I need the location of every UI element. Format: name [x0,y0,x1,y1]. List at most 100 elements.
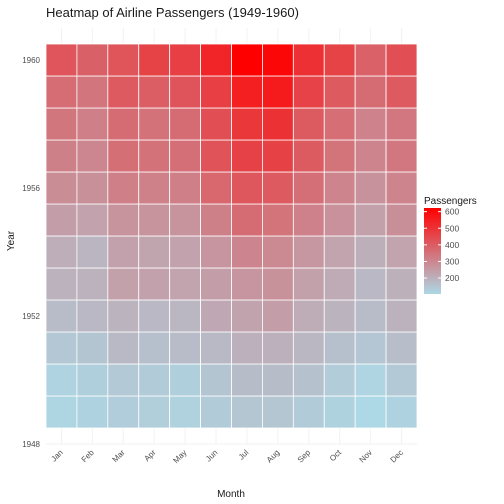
x-tick-label: Nov [358,448,374,464]
heatmap-cell [77,172,108,204]
heatmap-cell [386,300,417,332]
x-tick-label: Dec [389,448,405,464]
heatmap-cell [355,396,386,428]
heatmap-cell [108,364,139,396]
y-tick-label: 1956 [22,184,40,193]
heatmap-cell [262,76,293,108]
heatmap-cell [46,76,77,108]
heatmap-cell [355,44,386,76]
x-tick-label: Jan [49,448,64,463]
heatmap-cell [324,268,355,300]
heatmap-cell [46,268,77,300]
heatmap-cell [355,204,386,236]
heatmap-cell [139,204,170,236]
heatmap-cell [170,140,201,172]
heatmap-cell [324,364,355,396]
y-tick-label: 1952 [22,312,40,321]
y-axis-ticks: 1948 1952 1956 1960 [22,56,40,449]
x-tick-label: Sep [296,448,313,465]
legend-tick-label: 200 [445,273,459,283]
heatmap-cell [77,268,108,300]
heatmap-cell [232,204,263,236]
heatmap-cell [139,332,170,364]
heatmap-cell [139,44,170,76]
heatmap-cell [108,396,139,428]
heatmap-cell [262,364,293,396]
legend-tick-label: 400 [445,240,459,250]
heatmap-cell [293,44,324,76]
heatmap-cell [262,140,293,172]
legend-colorbar [424,208,441,294]
heatmap-cell [293,364,324,396]
x-tick-label: Oct [328,448,344,464]
heatmap-cell [232,236,263,268]
x-axis-ticks: Jan Feb Mar Apr May Jun Jul Aug Sep Oct Nov Dec [49,448,405,466]
heatmap-cell [232,108,263,140]
heatmap-cell [386,108,417,140]
heatmap-cell [386,204,417,236]
heatmap-cell [170,364,201,396]
heatmap-cell [77,140,108,172]
heatmap-cell [324,396,355,428]
heatmap-cell [46,140,77,172]
heatmap-cells [46,44,417,428]
heatmap-cell [46,204,77,236]
x-tick-label: Jun [204,448,219,463]
heatmap-cell [46,172,77,204]
heatmap-cell [201,332,232,364]
heatmap-cell [108,236,139,268]
heatmap-cell [355,268,386,300]
heatmap-cell [139,76,170,108]
heatmap-cell [77,236,108,268]
heatmap-cell [355,76,386,108]
heatmap-cell [386,364,417,396]
heatmap-cell [386,236,417,268]
x-axis-label: Month [217,489,245,500]
heatmap-cell [170,44,201,76]
heatmap-cell [139,236,170,268]
x-tick-label: Apr [142,448,157,463]
heatmap-cell [108,332,139,364]
heatmap-cell [293,108,324,140]
heatmap-cell [170,332,201,364]
heatmap-cell [201,172,232,204]
heatmap-cell [324,108,355,140]
y-tick-label: 1948 [22,440,40,449]
x-tick-label: Feb [80,448,97,465]
heatmap-cell [324,172,355,204]
legend-tick-label: 300 [445,256,459,266]
heatmap-cell [77,300,108,332]
heatmap-cell [139,140,170,172]
heatmap-cell [201,300,232,332]
heatmap-cell [232,268,263,300]
heatmap-cell [108,108,139,140]
heatmap-cell [355,108,386,140]
heatmap-cell [355,300,386,332]
x-tick-label: May [171,448,188,465]
heatmap-cell [386,268,417,300]
heatmap-cell [324,76,355,108]
heatmap-cell [77,332,108,364]
heatmap-cell [355,364,386,396]
heatmap-cell [108,76,139,108]
heatmap-cell [324,236,355,268]
x-tick-label: Jul [237,448,251,462]
heatmap-cell [139,172,170,204]
heatmap-cell [77,364,108,396]
heatmap-cell [262,44,293,76]
heatmap-cell [46,300,77,332]
heatmap-cell [324,300,355,332]
heatmap-cell [262,332,293,364]
heatmap-cell [108,204,139,236]
heatmap-cell [386,76,417,108]
heatmap-cell [386,44,417,76]
heatmap-cell [293,76,324,108]
heatmap-cell [77,44,108,76]
heatmap-cell [108,140,139,172]
heatmap-cell [324,44,355,76]
heatmap-cell [232,172,263,204]
heatmap-cell [386,140,417,172]
heatmap-cell [232,396,263,428]
heatmap-cell [293,236,324,268]
heatmap-cell [355,140,386,172]
